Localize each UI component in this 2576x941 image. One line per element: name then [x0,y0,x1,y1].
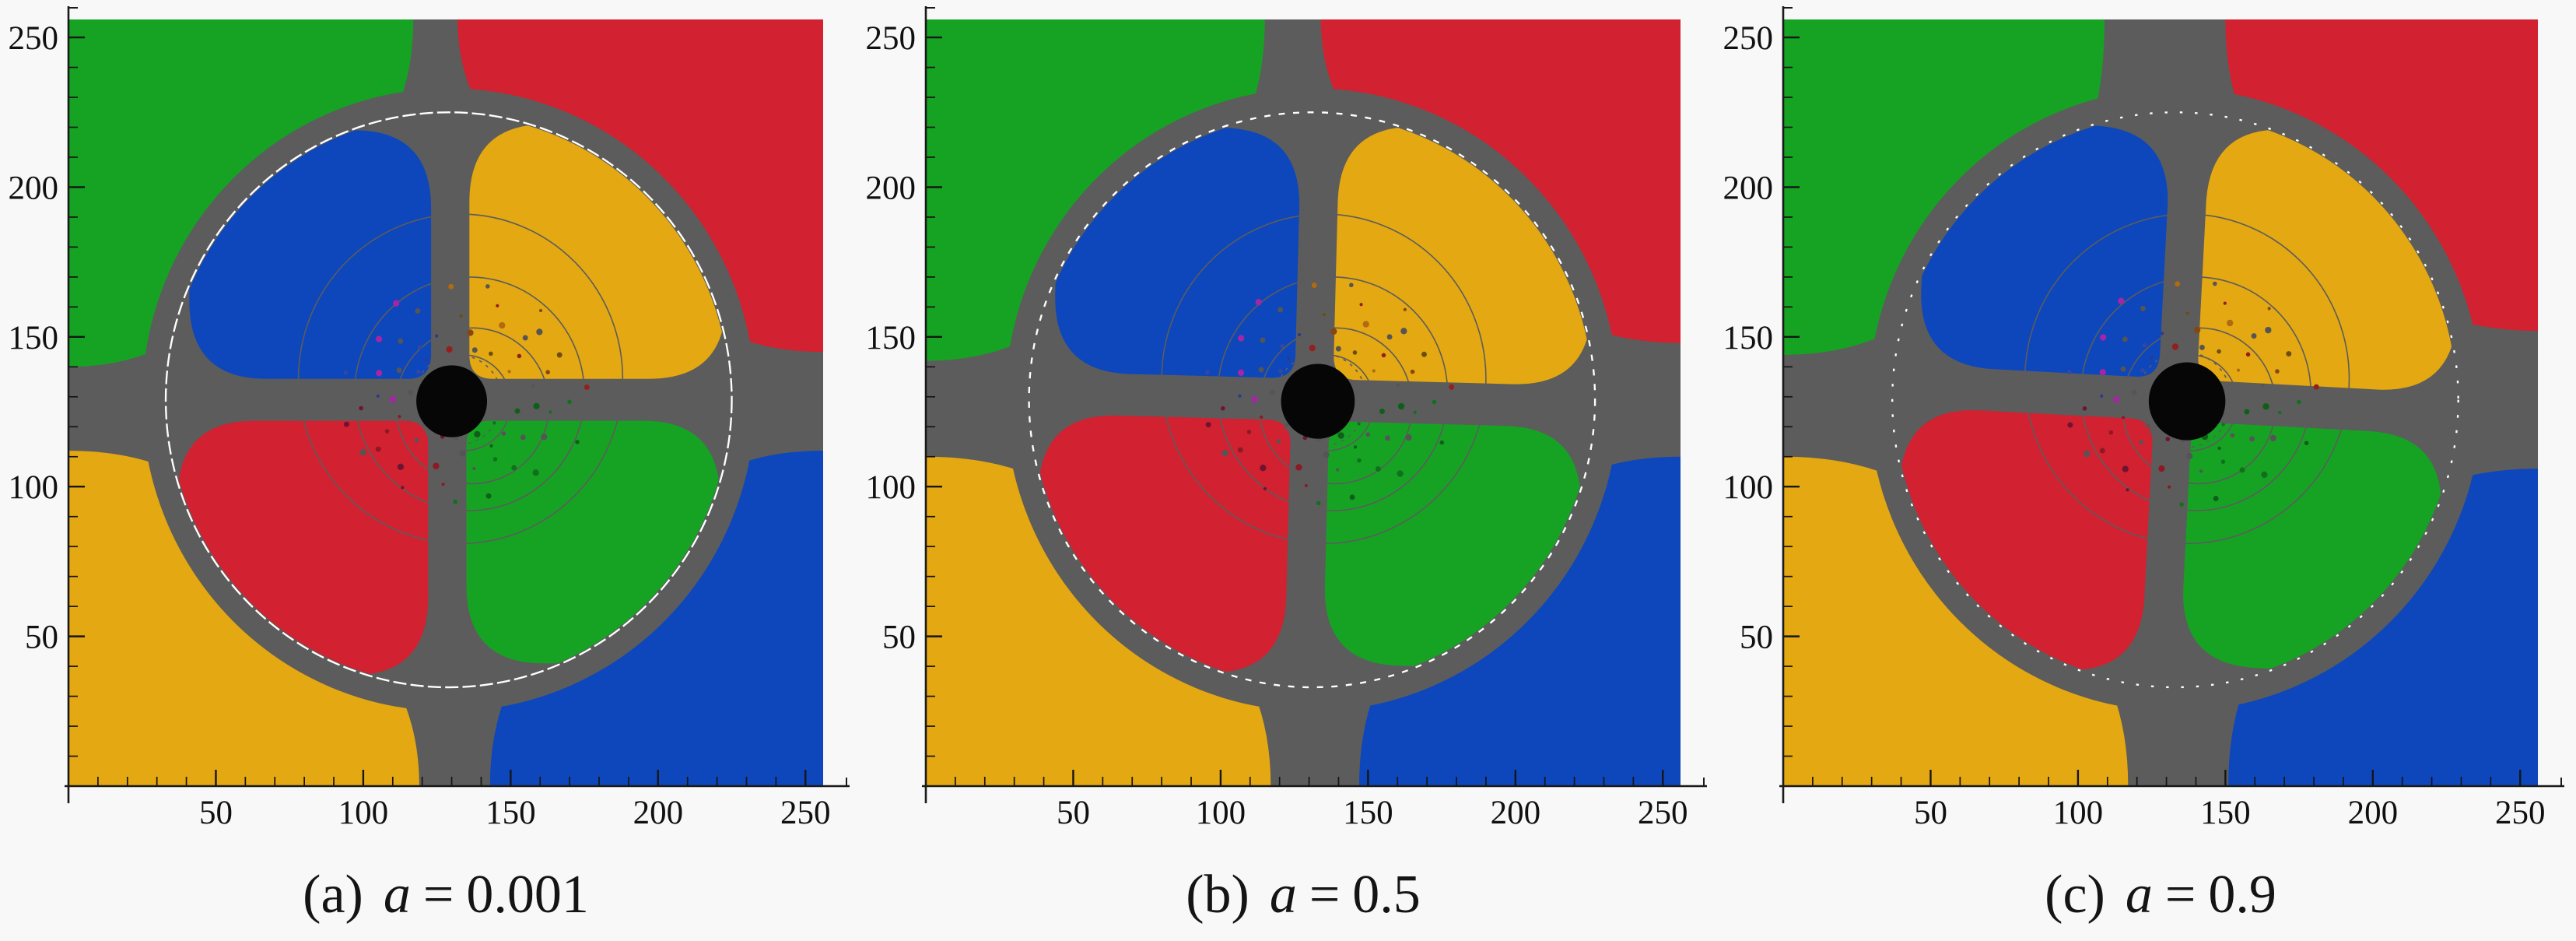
x-tick-label: 100 [2053,795,2104,831]
y-tick-label: 250 [866,20,916,57]
panel-b: 50 100 150 200 250 50 100 150 200 250 [857,0,1715,841]
y-tick-label: 50 [25,620,58,656]
caption-value: 0.5 [1352,865,1421,925]
panel-a: 50 100 150 200 250 50 100 150 200 250 [0,0,857,841]
x-tick-label: 200 [1491,795,1541,831]
axes: 50 100 150 200 250 50 100 150 200 250 [9,6,850,831]
y-tick-label: 50 [1740,620,1773,656]
x-tick-label: 150 [485,795,536,831]
x-tick-label: 50 [1914,795,1947,831]
basin-plot-c: 50 100 150 200 250 50 100 150 200 250 [1723,6,2564,831]
chaotic-speckles [2066,281,2319,507]
panel-c: 50 100 150 200 250 50 100 150 200 250 [1715,0,2572,841]
caption-equals: = [422,865,454,925]
orbit-arcs [297,213,724,545]
black-hole-shadow [1281,363,1355,439]
y-tick-label: 150 [1723,320,1774,356]
chaotic-speckles [343,283,590,504]
x-tick-label: 200 [633,795,684,831]
caption-c: (c) a = 0.9 [1783,864,2538,926]
black-hole-shadow [416,365,488,437]
y-tick-label: 200 [9,170,59,206]
y-tick-label: 150 [866,320,916,356]
x-tick-label: 150 [2200,795,2251,831]
inner-basins [1896,123,2460,672]
caption-equals: = [1309,865,1341,925]
caption-index: (c) [2045,865,2105,925]
y-tick-label: 200 [866,170,916,206]
caption-value: 0.001 [466,865,589,925]
photon-ring [1891,111,2459,689]
y-tick-label: 150 [9,320,59,356]
x-tick-label: 250 [780,795,831,831]
axes: 50 100 150 200 250 50 100 150 200 250 [1723,6,2564,831]
basin-image [68,19,823,786]
basin-image [926,19,1681,786]
orbit-arcs [1161,213,1586,545]
x-tick-label: 100 [338,795,389,831]
x-tick-label: 50 [199,795,233,831]
y-tick-label: 200 [1723,170,1774,206]
caption-variable: a [2125,865,2153,925]
caption-value: 0.9 [2208,865,2276,925]
x-tick-label: 200 [2348,795,2399,831]
x-tick-label: 100 [1196,795,1246,831]
y-tick-label: 100 [866,469,916,506]
caption-a: (a) a = 0.001 [68,864,823,926]
chaotic-speckles [1205,283,1455,506]
y-tick-label: 100 [1723,469,1774,506]
photon-ring [164,111,733,689]
basin-image [1783,19,2538,786]
photon-ring [1028,111,1596,689]
caption-index: (b) [1186,865,1249,925]
caption-variable: a [383,865,411,925]
basin-plot-b: 50 100 150 200 250 50 100 150 200 250 [866,6,1707,831]
y-tick-label: 250 [1723,20,1774,57]
x-tick-label: 250 [2495,795,2546,831]
black-hole-shadow [2148,362,2226,441]
x-tick-label: 150 [1343,795,1393,831]
caption-index: (a) [303,865,363,925]
caption-equals: = [2164,865,2196,925]
x-tick-label: 250 [1638,795,1688,831]
caption-b: (b) a = 0.5 [926,864,1681,926]
basin-plot-a: 50 100 150 200 250 50 100 150 200 250 [9,6,850,831]
y-tick-label: 250 [9,20,59,57]
x-tick-label: 50 [1057,795,1090,831]
caption-variable: a [1269,865,1297,925]
y-tick-label: 50 [882,620,916,656]
axes: 50 100 150 200 250 50 100 150 200 250 [866,6,1707,831]
y-tick-label: 100 [9,469,59,506]
